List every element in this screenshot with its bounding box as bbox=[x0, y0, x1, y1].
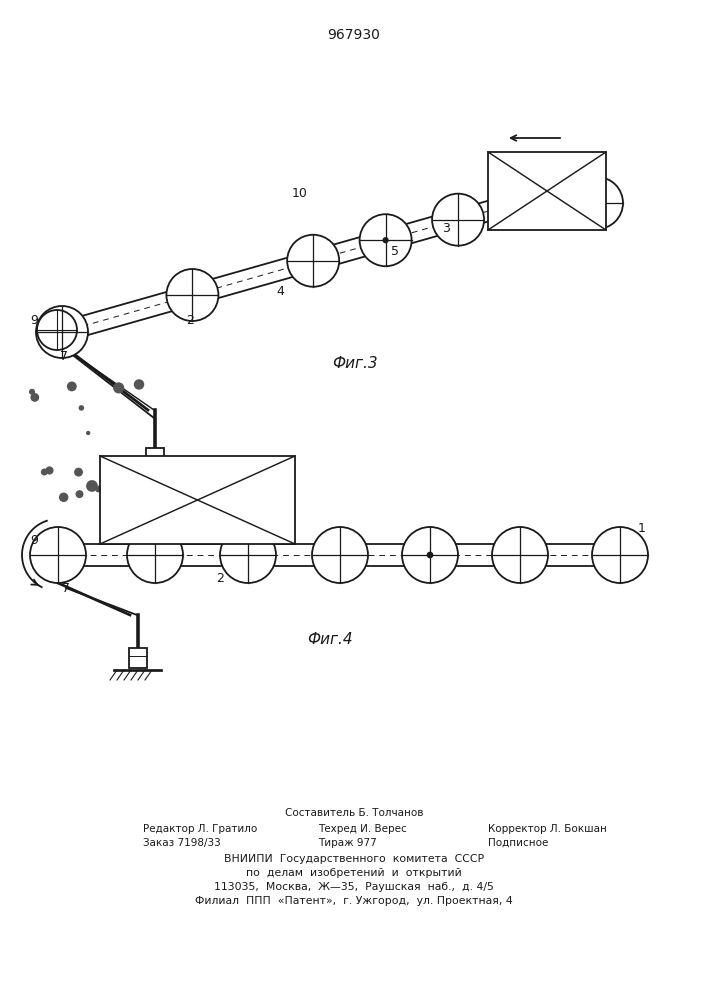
Circle shape bbox=[492, 527, 548, 583]
Circle shape bbox=[312, 527, 368, 583]
Text: 7: 7 bbox=[60, 351, 68, 363]
Text: 1: 1 bbox=[586, 187, 594, 200]
Text: 7: 7 bbox=[62, 582, 70, 594]
Text: Техред И. Верес: Техред И. Верес bbox=[318, 824, 407, 834]
Text: 4: 4 bbox=[276, 285, 284, 298]
Text: 11: 11 bbox=[154, 475, 170, 488]
Circle shape bbox=[41, 469, 48, 475]
Circle shape bbox=[37, 310, 77, 350]
Circle shape bbox=[101, 465, 110, 474]
Circle shape bbox=[287, 235, 339, 287]
Circle shape bbox=[113, 382, 124, 393]
Circle shape bbox=[571, 177, 623, 229]
Text: 967930: 967930 bbox=[327, 28, 380, 42]
Circle shape bbox=[134, 379, 144, 390]
Text: Филиал  ППП  «Патент»,  г. Ужгород,  ул. Проектная, 4: Филиал ППП «Патент», г. Ужгород, ул. Про… bbox=[195, 896, 513, 906]
Text: 1: 1 bbox=[638, 522, 646, 534]
Circle shape bbox=[76, 490, 83, 498]
Text: Фиг.3: Фиг.3 bbox=[332, 357, 378, 371]
Circle shape bbox=[382, 237, 389, 243]
Text: 113035,  Москва,  Ж—35,  Раушская  наб.,  д. 4/5: 113035, Москва, Ж—35, Раушская наб., д. … bbox=[214, 882, 494, 892]
Circle shape bbox=[78, 405, 84, 411]
Bar bbox=[488, 152, 606, 230]
Circle shape bbox=[45, 466, 54, 475]
Circle shape bbox=[105, 501, 117, 513]
Text: 5: 5 bbox=[391, 245, 399, 258]
Circle shape bbox=[36, 306, 88, 358]
Text: 3: 3 bbox=[442, 222, 450, 235]
Text: Составитель Б. Толчанов: Составитель Б. Толчанов bbox=[285, 808, 423, 818]
Circle shape bbox=[97, 486, 101, 490]
Bar bbox=[146, 448, 164, 468]
Circle shape bbox=[166, 269, 218, 321]
Text: по  делам  изобретений  и  открытий: по делам изобретений и открытий bbox=[246, 868, 462, 878]
Text: 2: 2 bbox=[216, 572, 224, 585]
Circle shape bbox=[86, 431, 90, 435]
Circle shape bbox=[30, 393, 39, 402]
Circle shape bbox=[426, 552, 433, 558]
Circle shape bbox=[127, 527, 183, 583]
Text: Фиг.4: Фиг.4 bbox=[307, 633, 353, 648]
Circle shape bbox=[59, 493, 69, 502]
Circle shape bbox=[74, 468, 83, 477]
Circle shape bbox=[592, 527, 648, 583]
Circle shape bbox=[29, 389, 35, 395]
Text: Корректор Л. Бокшан: Корректор Л. Бокшан bbox=[488, 824, 607, 834]
Bar bbox=[129, 648, 147, 668]
Text: 2: 2 bbox=[186, 314, 194, 327]
Bar bbox=[100, 456, 295, 544]
Circle shape bbox=[95, 487, 100, 492]
Circle shape bbox=[30, 527, 86, 583]
Circle shape bbox=[360, 214, 411, 266]
Text: 9: 9 bbox=[30, 534, 38, 546]
Circle shape bbox=[67, 381, 77, 391]
Circle shape bbox=[432, 194, 484, 246]
Text: Тираж 977: Тираж 977 bbox=[318, 838, 377, 848]
Text: 9: 9 bbox=[30, 314, 38, 326]
Text: Подписное: Подписное bbox=[488, 838, 549, 848]
Circle shape bbox=[86, 480, 98, 492]
Text: Редактор Л. Гратило: Редактор Л. Гратило bbox=[143, 824, 257, 834]
Circle shape bbox=[220, 527, 276, 583]
Circle shape bbox=[402, 527, 458, 583]
Text: Заказ 7198/33: Заказ 7198/33 bbox=[143, 838, 221, 848]
Text: ВНИИПИ  Государственного  комитета  СССР: ВНИИПИ Государственного комитета СССР bbox=[224, 854, 484, 864]
Text: 10: 10 bbox=[292, 187, 308, 200]
Circle shape bbox=[123, 480, 128, 485]
